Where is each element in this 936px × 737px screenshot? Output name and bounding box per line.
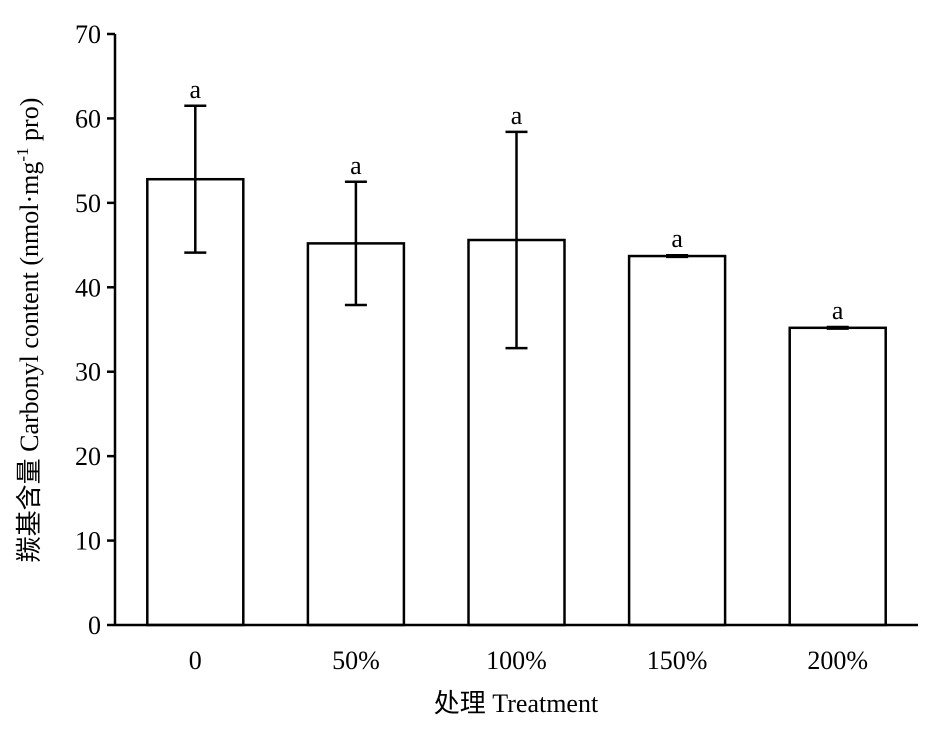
x-tick-label: 0 [189, 646, 202, 675]
x-tick-label: 50% [332, 646, 380, 675]
y-axis-label-sup: -1 [13, 147, 32, 161]
y-tick-label: 70 [75, 20, 101, 49]
error-bar [344, 180, 367, 307]
error-bar [505, 130, 528, 350]
error-bar [184, 104, 207, 254]
significance-label: a [511, 101, 523, 130]
significance-label: a [832, 296, 844, 325]
bar [627, 254, 727, 627]
y-tick-label: 60 [75, 104, 101, 133]
x-tick-label: 200% [807, 646, 868, 675]
bar [306, 242, 406, 627]
y-axis-label-main: 羰基含量 Carbonyl content (nmol·mg [15, 162, 44, 563]
x-tick-label: 150% [647, 646, 708, 675]
y-tick-label: 0 [88, 611, 101, 640]
y-axis-label-end: pro) [15, 98, 44, 148]
significance-label: a [190, 75, 202, 104]
significance-label: a [671, 224, 683, 253]
y-tick-label: 50 [75, 189, 101, 218]
x-axis-label: 处理 Treatment [434, 689, 599, 718]
x-tick-label: 100% [486, 646, 547, 675]
error-bar [666, 253, 689, 259]
significance-label: a [350, 151, 362, 180]
y-tick-label: 20 [75, 442, 101, 471]
y-tick-label: 30 [75, 358, 101, 387]
y-axis-label: 羰基含量 Carbonyl content (nmol·mg-1 pro) [13, 98, 44, 563]
bar [788, 326, 887, 627]
y-tick-label: 40 [75, 273, 101, 302]
error-bar [826, 325, 849, 330]
y-tick-label: 10 [75, 527, 101, 556]
